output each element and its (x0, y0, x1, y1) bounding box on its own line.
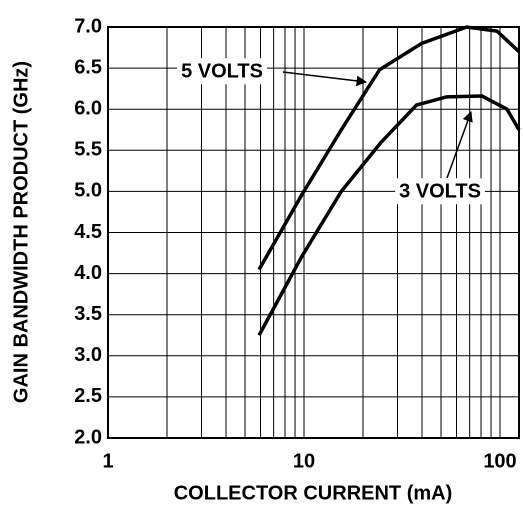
y-tick-label: 6.5 (74, 56, 102, 78)
x-axis-label: COLLECTOR CURRENT (mA) (174, 482, 453, 504)
y-tick-label: 5.0 (74, 180, 102, 202)
annotation-arrow (282, 71, 368, 87)
x-tick-label: 1 (102, 450, 113, 472)
y-tick-label: 7.0 (74, 15, 102, 37)
y-axis-label: GAIN BANDWIDTH PRODUCT (GHz) (10, 61, 32, 403)
y-tick-label: 4.5 (74, 221, 102, 243)
x-tick-label: 100 (483, 450, 516, 472)
series-line (257, 94, 521, 337)
label-background (395, 178, 485, 205)
label-background (177, 58, 267, 85)
annotation-arrow (446, 111, 473, 179)
series-label: 3 VOLTS (399, 180, 481, 202)
y-tick-label: 6.0 (74, 97, 102, 119)
y-tick-label: 3.0 (74, 344, 102, 366)
series-label: 5 VOLTS (181, 60, 263, 82)
x-tick-label: 10 (293, 450, 315, 472)
y-tick-label: 3.5 (74, 303, 102, 325)
y-tick-label: 5.5 (74, 139, 102, 161)
y-tick-label: 2.5 (74, 385, 102, 407)
y-tick-label: 2.0 (74, 426, 102, 448)
series-line (257, 25, 521, 271)
y-tick-label: 4.0 (74, 262, 102, 284)
